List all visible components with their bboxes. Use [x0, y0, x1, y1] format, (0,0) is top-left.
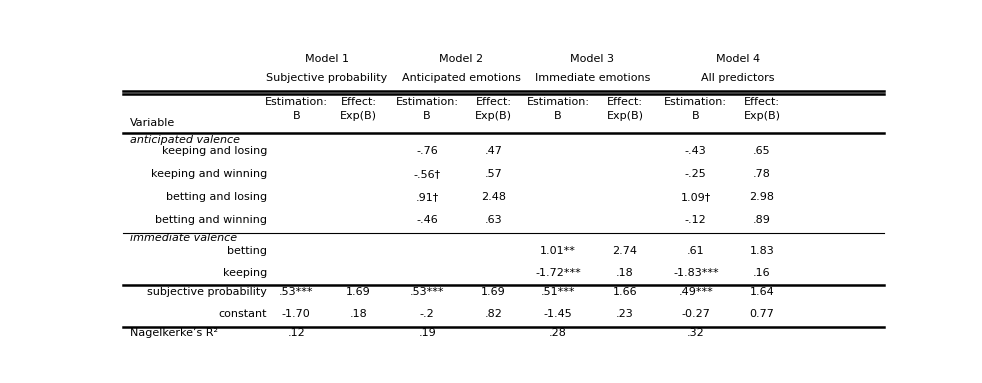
Text: 1.09†: 1.09† — [681, 193, 711, 203]
Text: -1.83***: -1.83*** — [673, 268, 719, 278]
Text: Subjective probability: Subjective probability — [266, 73, 387, 83]
Text: constant: constant — [219, 309, 267, 319]
Text: 1.64: 1.64 — [749, 287, 775, 297]
Text: 1.01**: 1.01** — [540, 246, 576, 256]
Text: -.56†: -.56† — [413, 170, 441, 180]
Text: Effect:: Effect: — [744, 97, 780, 107]
Text: .51***: .51*** — [541, 287, 575, 297]
Text: Model 1: Model 1 — [304, 54, 349, 64]
Text: 1.66: 1.66 — [613, 287, 637, 297]
Text: 2.98: 2.98 — [749, 193, 775, 203]
Text: Effect:: Effect: — [607, 97, 643, 107]
Text: betting and losing: betting and losing — [166, 193, 267, 203]
Text: -1.45: -1.45 — [544, 309, 573, 319]
Text: -.46: -.46 — [416, 216, 438, 226]
Text: .49***: .49*** — [679, 287, 713, 297]
Text: .12: .12 — [288, 327, 305, 337]
Text: .47: .47 — [484, 146, 503, 157]
Text: Model 3: Model 3 — [571, 54, 615, 64]
Text: betting: betting — [228, 246, 267, 256]
Text: Model 2: Model 2 — [439, 54, 483, 64]
Text: -1.72***: -1.72*** — [535, 268, 581, 278]
Text: Variable: Variable — [131, 118, 176, 128]
Text: Model 4: Model 4 — [716, 54, 760, 64]
Text: betting and winning: betting and winning — [155, 216, 267, 226]
Text: -.12: -.12 — [685, 216, 707, 226]
Text: Immediate emotions: Immediate emotions — [534, 73, 650, 83]
Text: 0.77: 0.77 — [749, 309, 775, 319]
Text: .53***: .53*** — [279, 287, 313, 297]
Text: -.43: -.43 — [685, 146, 707, 157]
Text: -0.27: -0.27 — [682, 309, 710, 319]
Text: .65: .65 — [753, 146, 771, 157]
Text: Estimation:: Estimation: — [396, 97, 459, 107]
Text: .91†: .91† — [415, 193, 439, 203]
Text: .89: .89 — [753, 216, 771, 226]
Text: -.76: -.76 — [416, 146, 438, 157]
Text: 1.69: 1.69 — [481, 287, 506, 297]
Text: .78: .78 — [753, 170, 771, 180]
Text: B: B — [293, 111, 300, 121]
Text: Anticipated emotions: Anticipated emotions — [402, 73, 520, 83]
Text: keeping and winning: keeping and winning — [151, 170, 267, 180]
Text: .18: .18 — [350, 309, 367, 319]
Text: 2.74: 2.74 — [613, 246, 637, 256]
Text: .16: .16 — [753, 268, 771, 278]
Text: Effect:: Effect: — [475, 97, 512, 107]
Text: Exp(B): Exp(B) — [743, 111, 781, 121]
Text: B: B — [554, 111, 562, 121]
Text: Estimation:: Estimation: — [265, 97, 328, 107]
Text: B: B — [692, 111, 699, 121]
Text: 1.69: 1.69 — [347, 287, 371, 297]
Text: Effect:: Effect: — [341, 97, 377, 107]
Text: keeping: keeping — [223, 268, 267, 278]
Text: .32: .32 — [687, 327, 705, 337]
Text: Exp(B): Exp(B) — [475, 111, 512, 121]
Text: .28: .28 — [549, 327, 567, 337]
Text: 2.48: 2.48 — [481, 193, 506, 203]
Text: anticipated valence: anticipated valence — [131, 135, 241, 145]
Text: All predictors: All predictors — [701, 73, 775, 83]
Text: -1.70: -1.70 — [282, 309, 310, 319]
Text: .19: .19 — [418, 327, 436, 337]
Text: Estimation:: Estimation: — [526, 97, 589, 107]
Text: Estimation:: Estimation: — [664, 97, 728, 107]
Text: .63: .63 — [484, 216, 502, 226]
Text: Exp(B): Exp(B) — [607, 111, 643, 121]
Text: subjective probability: subjective probability — [147, 287, 267, 297]
Text: .18: .18 — [616, 268, 634, 278]
Text: B: B — [423, 111, 431, 121]
Text: .23: .23 — [616, 309, 634, 319]
Text: 1.83: 1.83 — [749, 246, 775, 256]
Text: -.25: -.25 — [685, 170, 707, 180]
Text: -.2: -.2 — [419, 309, 435, 319]
Text: keeping and losing: keeping and losing — [162, 146, 267, 157]
Text: .53***: .53*** — [409, 287, 445, 297]
Text: Nagelkerke’s R²: Nagelkerke’s R² — [131, 327, 218, 337]
Text: immediate valence: immediate valence — [131, 234, 238, 244]
Text: .82: .82 — [484, 309, 503, 319]
Text: .61: .61 — [687, 246, 705, 256]
Text: .57: .57 — [484, 170, 502, 180]
Text: Exp(B): Exp(B) — [340, 111, 377, 121]
